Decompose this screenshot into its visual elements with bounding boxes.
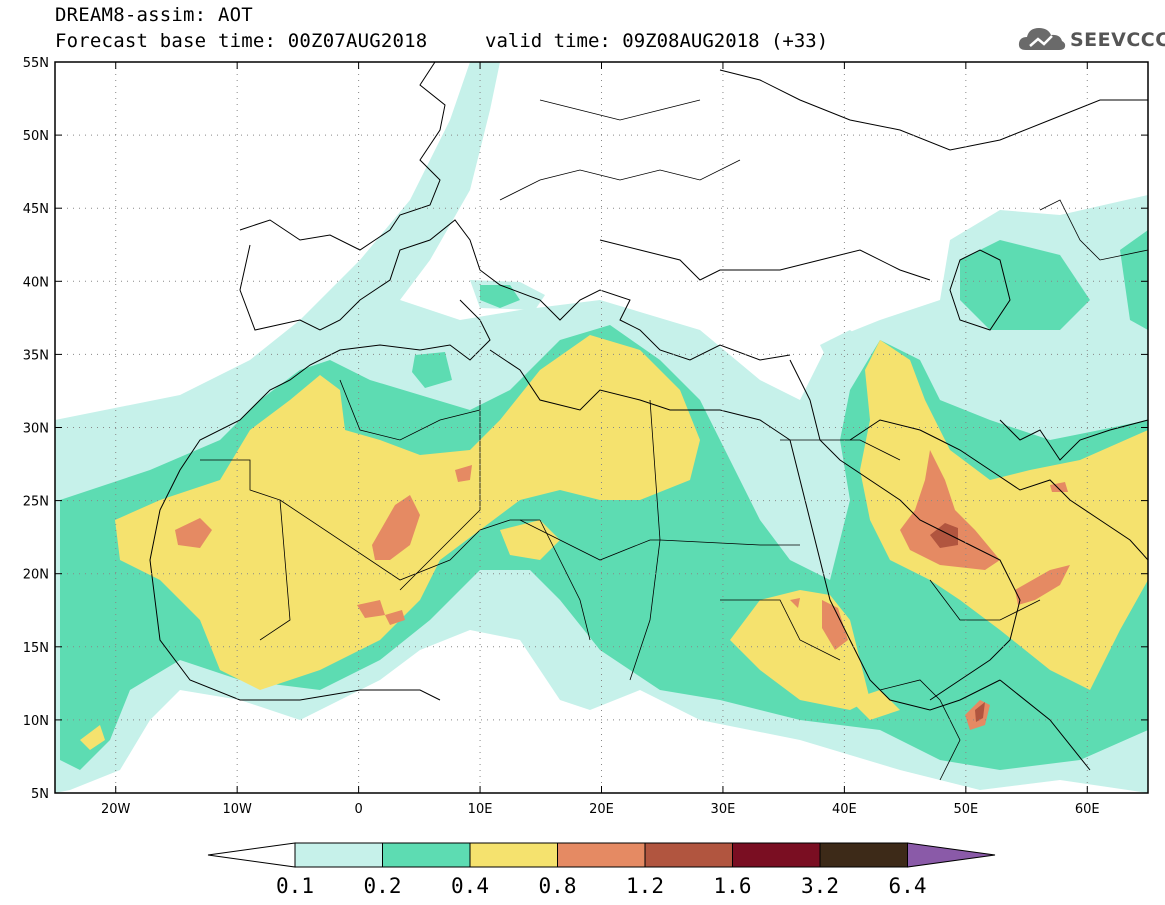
aot-fields (55, 62, 1148, 793)
forecast-base-time: Forecast base time: 00Z07AUG2018 (55, 30, 428, 52)
axis-ticks (55, 62, 1148, 793)
lat-label: 20N (23, 568, 49, 583)
colorbar-level-label: 0.2 (364, 874, 402, 898)
colorbar-level-label: 0.8 (539, 874, 577, 898)
colorbar-level-label: 0.4 (451, 874, 489, 898)
lon-label: 30E (711, 802, 736, 817)
coastlines (149, 62, 1148, 771)
lat-label: 40N (23, 275, 49, 290)
aot-level-0.8 (175, 450, 1070, 730)
aot-level-1.2 (930, 523, 985, 722)
latitude-labels: 55N 50N 45N 40N 35N 30N 25N 20N 15N 10N 5N (23, 56, 49, 802)
lat-label: 45N (23, 202, 49, 217)
colorbar-swatch (382, 842, 471, 868)
longitude-labels: 20W 10W 0 10E 20E 30E 40E 50E 60E (101, 802, 1100, 817)
lon-label: 0 (354, 802, 362, 817)
colorbar-swatch (644, 842, 733, 868)
logo-text: SEEVCCC (1070, 29, 1165, 51)
colorbar-swatch (294, 842, 383, 868)
colorbar-swatch (732, 842, 821, 868)
lat-label: 15N (23, 641, 49, 656)
lon-label: 10W (222, 802, 252, 817)
colorbar-swatch (819, 842, 908, 868)
colorbar-level-label: 6.4 (889, 874, 927, 898)
lon-label: 50E (953, 802, 978, 817)
map-title: DREAM8-assim: AOT (55, 4, 253, 26)
lat-label: 25N (23, 495, 49, 510)
lon-label: 60E (1075, 802, 1100, 817)
colorbar-below-triangle (207, 842, 296, 868)
colorbar-above-triangle (907, 842, 996, 868)
lon-label: 10E (468, 802, 493, 817)
colorbar-swatch (557, 842, 646, 868)
lat-label: 30N (23, 422, 49, 437)
colorbar-level-label: 3.2 (801, 874, 839, 898)
lat-label: 35N (23, 348, 49, 363)
gridlines (55, 62, 1148, 793)
lat-label: 55N (23, 56, 49, 71)
lat-label: 50N (23, 129, 49, 144)
lat-label: 5N (31, 787, 49, 802)
lon-label: 40E (832, 802, 857, 817)
seevccc-logo: SEEVCCC (1018, 22, 1165, 56)
lat-label: 10N (23, 714, 49, 729)
colorbar-level-label: 1.6 (714, 874, 752, 898)
colorbar-swatch (469, 842, 558, 868)
lon-label: 20W (101, 802, 131, 817)
colorbar-level-label: 0.1 (276, 874, 314, 898)
country-borders (200, 99, 1148, 781)
valid-time: valid time: 09Z08AUG2018 (+33) (485, 30, 829, 52)
cloud-icon (1018, 28, 1066, 50)
colorbar-level-label: 1.2 (626, 874, 664, 898)
lon-label: 20E (589, 802, 614, 817)
